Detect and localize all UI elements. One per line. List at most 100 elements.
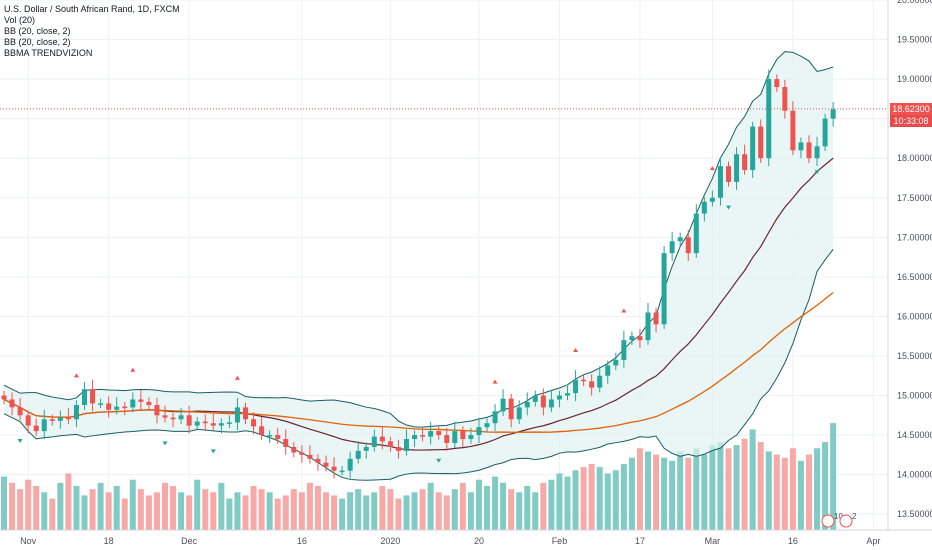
volume-bar [475,479,482,530]
candle-body [106,403,112,410]
volume-bar [121,498,128,530]
candle-body [49,419,55,421]
candle-body [685,237,691,254]
volume-bar [226,498,233,530]
signal-up-marker [130,367,136,372]
volume-bar [49,498,56,530]
candle-body [65,417,71,420]
volume-bar [419,489,426,530]
candle-body [645,312,651,341]
candle-body [492,411,498,424]
price-tick-label: 16.50000 [897,272,932,282]
price-tick-label: 15.00000 [897,391,932,401]
legend-symbol[interactable]: U.S. Dollar / South African Rand, 1D, FX… [4,4,180,14]
candle-body [347,458,353,471]
candle-body [669,241,675,254]
volume-bar [773,454,780,530]
candle-body [210,423,216,426]
candle-body [25,415,31,426]
volume-bar [685,457,692,530]
legend-volume[interactable]: Vol (20) [4,15,36,25]
candle-body [73,405,79,420]
candle-body [484,423,490,428]
volume-bar [234,492,241,530]
candle-body [138,399,144,402]
candle-body [581,379,587,382]
candle-body [395,446,401,451]
candle-body [621,340,627,360]
price-tick-label: 13.50000 [897,509,932,519]
volume-bar [379,486,386,530]
volume-bar [572,470,579,530]
candle-body [1,395,7,400]
volume-bar [500,482,507,530]
candle-body [323,462,329,467]
candle-body [331,466,337,471]
volume-bar [218,482,225,530]
volume-bar [484,486,490,530]
signal-up-marker [573,348,579,353]
volume-bar [733,445,740,530]
candle-body [299,452,305,455]
candle-body [130,399,136,408]
legend-bb-2[interactable]: BB (20, close, 2) [4,37,71,47]
candle-body [653,312,659,325]
volume-bar [411,492,418,530]
volume-bar [435,492,442,530]
volume-bar [1,476,7,530]
candle-body [17,407,23,416]
volume-bar [822,442,829,530]
volume-bar [669,460,676,530]
volume-bar [749,429,756,530]
volume-bar [210,492,217,530]
candle-body [114,406,120,410]
volume-bar [830,423,837,530]
candle-body [98,403,104,405]
volume-bar [290,489,297,530]
flag-icon [839,514,853,528]
volume-bar [57,482,64,530]
legend-bb-1[interactable]: BB (20, close, 2) [4,26,71,36]
volume-bar [757,442,764,530]
volume-bar [242,495,249,530]
bollinger-lower [3,249,834,481]
volume-bar [467,492,474,530]
candle-body [677,237,683,242]
candle-body [371,436,377,447]
candle-body [9,399,15,408]
candle-body [822,118,828,147]
volume-bar [620,464,627,530]
candle-body [379,436,385,442]
legend-bbma[interactable]: BBMA TRENDVIZION [4,48,93,58]
volume-bar [709,445,716,530]
volume-bar [347,492,354,530]
price-tick-label: 15.50000 [897,351,932,361]
event-count-label: 2 [852,512,857,521]
candle-body [540,395,546,408]
price-tick-label: 17.00000 [897,232,932,242]
signal-down-marker [210,449,216,454]
volume-bar [186,495,193,530]
candle-body [404,439,409,451]
candle-body [605,365,611,376]
candle-body [178,415,184,420]
volume-bar [717,442,724,530]
candle-body [33,425,39,432]
volume-bar [588,464,595,530]
candle-body [758,126,764,159]
volume-bar [701,454,708,530]
volume-bar [395,498,402,530]
volume-bar [81,495,88,530]
volume-bar [33,486,40,530]
signal-up-marker [709,166,715,171]
volume-bar [653,454,660,530]
volume-bar [516,492,523,530]
volume-bar [194,479,201,530]
time-tick-label: Nov [20,536,37,546]
candle-body [774,79,780,88]
candle-body [57,417,63,421]
volume-bar [129,479,136,530]
candle-body [234,407,240,423]
candle-body [146,401,152,406]
